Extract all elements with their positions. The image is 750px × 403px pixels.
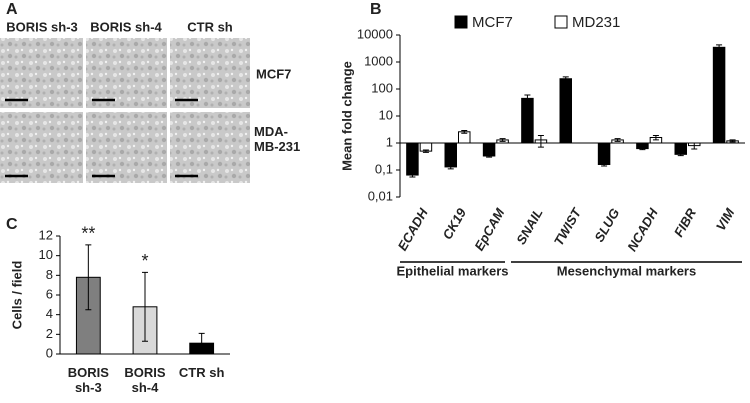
- bar: [444, 142, 457, 168]
- micrograph: [86, 38, 167, 108]
- error-bar: [447, 164, 454, 170]
- bar: [674, 142, 687, 155]
- x-tick-label: CTR sh: [178, 365, 225, 380]
- x-tick-label: BORIS sh-3: [67, 365, 109, 395]
- bar: [521, 97, 534, 144]
- error-bar: [537, 134, 544, 148]
- column-label: BORIS sh-4: [90, 19, 162, 34]
- x-tick-label: SNAIL: [513, 206, 546, 247]
- error-bar: [486, 154, 493, 158]
- y-tick-label: 0: [46, 345, 53, 360]
- row-label: MDA-MB-231: [254, 124, 301, 154]
- error-bar: [85, 244, 92, 311]
- y-tick-label: 100: [371, 80, 393, 95]
- legend-label: MD231: [572, 14, 620, 31]
- error-bar: [716, 44, 723, 51]
- x-tick-label: VIM: [713, 205, 738, 234]
- error-bar: [422, 149, 429, 153]
- error-bar: [614, 138, 621, 142]
- y-tick-label: 10: [39, 247, 53, 262]
- y-tick-label: 12: [39, 227, 53, 242]
- x-tick-label: ECADH: [395, 205, 431, 253]
- micrographs: [0, 38, 250, 183]
- error-bar: [198, 332, 205, 354]
- bar: [406, 142, 419, 176]
- y-tick-label: 6: [46, 286, 53, 301]
- x-tick-label: BORIS sh-4: [124, 365, 166, 395]
- y-tick-label: 2: [46, 326, 53, 341]
- error-bar: [691, 142, 698, 150]
- error-bar: [142, 271, 148, 342]
- column-label: CTR sh: [187, 19, 233, 34]
- micrograph: [170, 38, 250, 108]
- error-bar: [461, 130, 468, 134]
- scale-bars: [5, 98, 198, 178]
- y-tick-label: 10: [379, 107, 393, 122]
- x-tick-label: SLUG: [591, 206, 622, 245]
- y-tick-label: 8: [46, 267, 53, 282]
- y-tick-label: 1: [386, 134, 393, 149]
- panel-label: A: [6, 1, 18, 18]
- error-bar: [562, 76, 569, 82]
- column-label: BORIS sh-3: [6, 19, 78, 34]
- error-bar: [601, 162, 608, 167]
- x-tick-label: NCADH: [624, 205, 661, 254]
- panel-label: C: [6, 216, 18, 233]
- error-bar: [677, 152, 684, 157]
- y-tick-label: 4: [46, 306, 53, 321]
- error-bar: [499, 138, 506, 142]
- group-label: Epithelial markers: [397, 263, 509, 278]
- panel-label: B: [370, 1, 382, 18]
- micrograph: [0, 112, 83, 183]
- x-tick-label: CK19: [439, 205, 469, 242]
- x-tick-label: EpCAM: [471, 205, 508, 254]
- y-tick-label: 0,01: [368, 188, 393, 203]
- micrograph: [86, 112, 167, 183]
- y-tick-label: 1000: [364, 53, 393, 68]
- error-bar: [652, 134, 659, 141]
- micrograph: [170, 112, 250, 183]
- x-tick-label: TWIST: [551, 205, 585, 248]
- significance-mark: **: [81, 224, 95, 244]
- legend-swatch: [554, 15, 568, 29]
- legend-swatch: [454, 15, 468, 29]
- error-bar: [729, 139, 736, 143]
- micrograph: [0, 38, 83, 108]
- bar: [559, 78, 572, 144]
- error-bar: [409, 172, 416, 178]
- y-axis-label: Mean fold change: [339, 61, 354, 171]
- y-tick-label: 0,1: [375, 161, 393, 176]
- bar: [482, 142, 496, 157]
- group-label: Mesenchymal markers: [557, 263, 696, 278]
- bar: [597, 142, 611, 165]
- error-bar: [639, 147, 646, 151]
- row-label: MCF7: [256, 66, 291, 81]
- legend-label: MCF7: [472, 14, 513, 31]
- error-bar: [524, 94, 531, 104]
- bar: [712, 46, 726, 144]
- y-tick-label: 10000: [357, 26, 393, 41]
- y-axis-label: Cells / field: [9, 261, 24, 330]
- significance-mark: *: [141, 251, 148, 271]
- x-tick-label: FIBR: [671, 205, 699, 239]
